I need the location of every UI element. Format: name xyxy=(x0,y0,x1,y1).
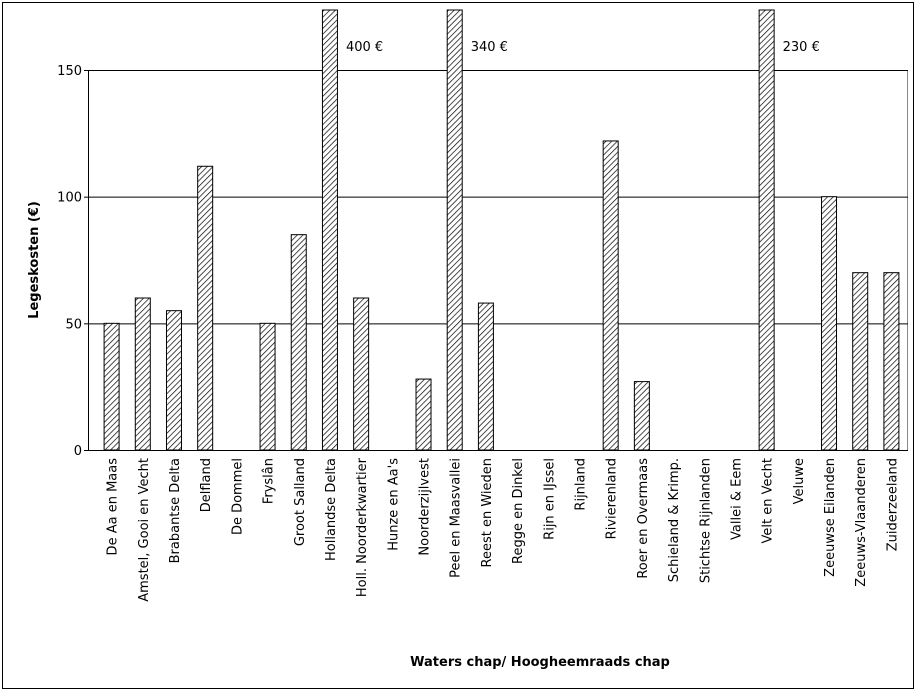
x-tick-label: Zeeuwse Eilanden xyxy=(823,458,838,577)
bar xyxy=(415,378,432,451)
bar xyxy=(602,140,619,451)
bar xyxy=(134,297,151,451)
bar xyxy=(290,234,307,451)
bar xyxy=(477,302,494,451)
x-tick-label: Delfland xyxy=(199,458,214,512)
x-tick-label: Zuiderzeeland xyxy=(885,458,900,551)
x-tick-label: Zeeuws-Vlaanderen xyxy=(854,458,869,587)
bar xyxy=(852,272,869,451)
y-axis-title: Legeskosten (€) xyxy=(27,201,42,319)
bar xyxy=(321,9,338,451)
x-tick-label: Holl. Noorderkwartier xyxy=(355,457,370,597)
x-tick-label: Rivierenland xyxy=(605,458,620,539)
x-tick-label: De Aa en Maas xyxy=(106,458,121,556)
x-tick-label: Velt en Vecht xyxy=(761,458,776,543)
bar xyxy=(446,9,463,451)
x-tick-label: Reest en Wieden xyxy=(480,458,495,567)
x-tick-label: Vallei & Eem xyxy=(729,458,744,540)
bar xyxy=(103,322,120,451)
x-axis-title: Waters chap/ Hoogheemraads chap xyxy=(410,655,670,670)
x-tick-label: Groot Salland xyxy=(293,458,308,546)
x-tick-label: Brabantse Delta xyxy=(168,458,183,563)
bar xyxy=(165,310,182,451)
x-tick-label: De Dommel xyxy=(230,458,245,535)
x-tick-label: Stichtse Rijnlanden xyxy=(698,458,713,583)
x-tick-label: Rijn en IJssel xyxy=(542,458,557,540)
x-tick-label: Hunze en Aa's xyxy=(386,458,401,551)
bar xyxy=(758,9,775,451)
y-tick-label: 50 xyxy=(65,317,82,332)
value-label: 340 € xyxy=(471,40,508,55)
y-tick-label: 0 xyxy=(74,444,82,459)
value-label: 400 € xyxy=(346,40,383,55)
x-tick-label: Roer en Overmaas xyxy=(636,458,651,579)
x-tick-label: Noorderzijlvest xyxy=(418,458,433,556)
bar xyxy=(883,272,900,451)
y-tick-label: 150 xyxy=(57,64,82,79)
bar xyxy=(259,322,276,451)
y-tick-label: 100 xyxy=(57,191,82,206)
bar xyxy=(821,196,838,451)
x-tick-label: Fryslân xyxy=(262,458,277,504)
x-tick-label: Regge en Dinkel xyxy=(511,458,526,564)
x-tick-label: Hollandse Delta xyxy=(324,458,339,561)
x-tick-label: Amstel, Gooi en Vecht xyxy=(137,458,152,602)
bar xyxy=(353,297,370,451)
x-tick-label: Schieland & Krimp. xyxy=(667,458,682,582)
x-tick-label: Veluwe xyxy=(792,458,807,504)
bar xyxy=(197,165,214,451)
value-label: 230 € xyxy=(783,40,820,55)
bar xyxy=(633,381,650,451)
x-tick-label: Peel en Maasvallei xyxy=(449,458,464,578)
x-tick-label: Rijnland xyxy=(573,458,588,511)
